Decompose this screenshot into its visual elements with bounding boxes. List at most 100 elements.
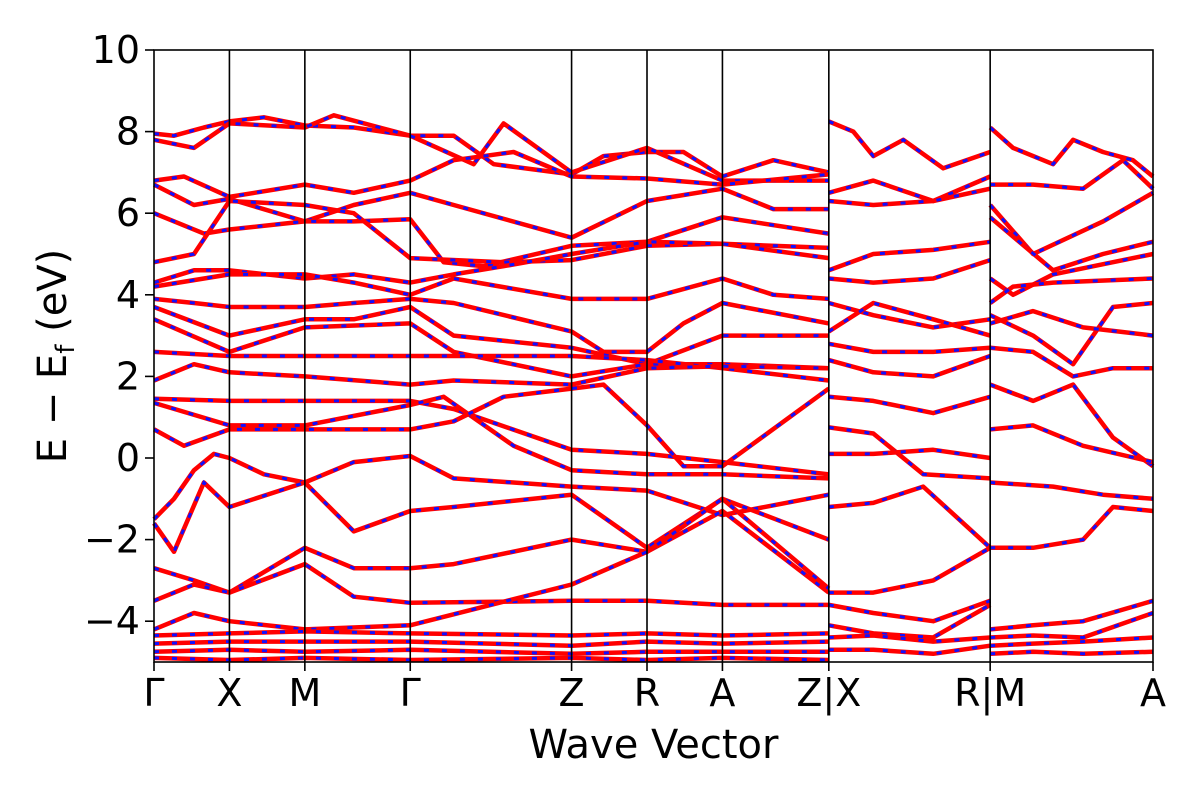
band-line-46	[988, 215, 1154, 273]
y-tick-label-1: −2	[84, 518, 140, 562]
band-line-24	[153, 655, 829, 663]
band-line-54	[990, 480, 1154, 502]
band-overlay-44	[990, 158, 1155, 191]
band-overlay-37	[828, 484, 992, 549]
band-line-23	[153, 647, 829, 657]
band-overlay-33	[828, 354, 991, 378]
band-overlay-53	[990, 423, 1154, 464]
y-tick-label-3: 2	[116, 354, 140, 398]
band-overlay-15	[153, 383, 830, 468]
band-line-6	[153, 239, 830, 285]
band-overlay-32	[828, 342, 991, 354]
band-line-21	[153, 629, 829, 638]
y-tick-label-0: −4	[84, 599, 140, 643]
x-tick-label-5: R	[634, 671, 660, 715]
band-overlay-34	[828, 395, 991, 415]
band-overlay-51	[990, 346, 1153, 378]
band-overlay-55	[990, 505, 1154, 550]
band-overlay-10	[153, 317, 829, 378]
y-axis-label-subscript: f	[51, 344, 81, 354]
band-line-52	[989, 382, 1155, 469]
band-line-0	[153, 115, 830, 179]
band-overlay-46	[989, 216, 1154, 272]
band-line-22	[153, 639, 829, 648]
x-tick-label-0: Γ	[143, 671, 164, 715]
y-axis-label: E − Ef (eV)	[30, 249, 81, 464]
band-overlay-18	[153, 509, 830, 595]
band-overlay-14	[153, 395, 829, 480]
band-overlay-2	[153, 150, 829, 199]
x-tick-label-7: Z|X	[796, 671, 861, 716]
band-line-38	[828, 545, 992, 595]
band-line-12	[153, 361, 829, 387]
band-line-36	[828, 447, 991, 461]
y-tick-label-2: 0	[116, 436, 140, 480]
x-tick-label-3: Γ	[400, 671, 421, 715]
x-tick-label-1: X	[216, 671, 242, 715]
band-overlay-58	[990, 636, 1154, 648]
band-overlay-57	[990, 611, 1154, 640]
y-tick-label-6: 8	[116, 110, 140, 154]
band-overlay-16	[152, 452, 830, 521]
band-overlay-50	[989, 309, 1154, 338]
plot-frame	[153, 49, 1154, 663]
y-tick-label-5: 6	[116, 191, 140, 235]
band-overlay-27	[828, 187, 991, 207]
x-tick-label-6: A	[709, 671, 735, 715]
band-overlay-41	[828, 633, 991, 644]
band-overlay-4	[153, 211, 830, 268]
band-overlay-3	[153, 183, 829, 240]
band-line-20	[153, 496, 831, 632]
x-axis: Γ X M Γ Z R A Z|X R|M A	[143, 662, 1166, 716]
band-line-42	[828, 643, 991, 657]
band-line-28	[828, 239, 991, 273]
band-line-56	[989, 598, 1154, 632]
band-line-32	[828, 341, 991, 355]
band-overlay-43	[989, 126, 1154, 178]
y-tick-label-7: 10	[92, 28, 140, 72]
band-overlay-39	[828, 599, 991, 623]
band-overlay-29	[828, 258, 991, 285]
band-overlay-45	[989, 191, 1154, 256]
bands-layer	[152, 113, 1155, 663]
band-line-19	[153, 561, 829, 608]
band-line-45	[988, 190, 1155, 257]
band-line-49	[989, 300, 1154, 367]
y-axis-label-main: E − E	[30, 354, 76, 464]
band-line-50	[989, 308, 1154, 338]
band-line-59	[990, 649, 1154, 657]
x-tick-label-9: A	[1140, 671, 1166, 715]
band-line-18	[153, 508, 831, 595]
band-overlay-56	[990, 599, 1154, 631]
x-axis-label: Wave Vector	[529, 722, 780, 768]
band-line-53	[989, 423, 1154, 465]
band-line-4	[153, 211, 830, 269]
band-overlay-36	[828, 448, 991, 460]
band-overlay-38	[828, 546, 991, 595]
band-line-55	[990, 504, 1154, 551]
band-overlay-5	[153, 199, 829, 264]
band-overlay-7	[153, 272, 829, 301]
band-overlay-30	[828, 301, 991, 329]
band-overlay-40	[828, 603, 991, 640]
x-tick-label-4: Z	[559, 671, 585, 715]
band-line-34	[828, 394, 991, 416]
band-overlay-25	[828, 120, 991, 170]
band-overlay-31	[827, 301, 991, 338]
band-overlay-9	[153, 305, 829, 366]
band-overlay-59	[990, 650, 1154, 656]
band-line-5	[153, 198, 829, 265]
y-axis: −4 −2 0 2 4 6 8 10	[84, 28, 154, 643]
y-tick-label-4: 4	[116, 273, 140, 317]
band-line-48	[988, 276, 1154, 305]
x-tick-label-2: M	[288, 671, 321, 715]
band-overlay-20	[153, 496, 830, 631]
band-line-43	[988, 125, 1155, 179]
band-overlay-35	[828, 425, 991, 480]
band-overlay-1	[153, 113, 829, 183]
kpoint-separators	[228, 50, 991, 662]
band-line-37	[828, 484, 992, 550]
band-overlay-42	[828, 644, 991, 656]
band-line-14	[153, 394, 829, 481]
band-overlay-17	[152, 479, 830, 555]
